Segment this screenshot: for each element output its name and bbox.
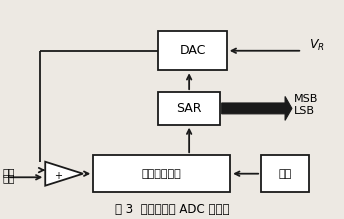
Text: +: + xyxy=(54,171,62,181)
Text: MSB: MSB xyxy=(294,94,318,104)
Text: 时钟: 时钟 xyxy=(278,169,292,179)
Text: LSB: LSB xyxy=(294,106,315,116)
Text: 逻辑控制电路: 逻辑控制电路 xyxy=(142,169,182,179)
Text: $V_R$: $V_R$ xyxy=(309,38,325,53)
Polygon shape xyxy=(222,96,292,120)
Bar xyxy=(158,92,220,125)
Polygon shape xyxy=(45,162,83,186)
Bar xyxy=(158,31,227,70)
Text: 输人: 输人 xyxy=(2,173,15,183)
Text: DAC: DAC xyxy=(179,44,206,57)
Text: SAR: SAR xyxy=(176,102,202,115)
Bar xyxy=(93,155,230,192)
Bar xyxy=(261,155,309,192)
Text: 图 3  逐次逼近型 ADC 原理图: 图 3 逐次逼近型 ADC 原理图 xyxy=(115,203,229,216)
Text: 模拟: 模拟 xyxy=(2,167,15,177)
